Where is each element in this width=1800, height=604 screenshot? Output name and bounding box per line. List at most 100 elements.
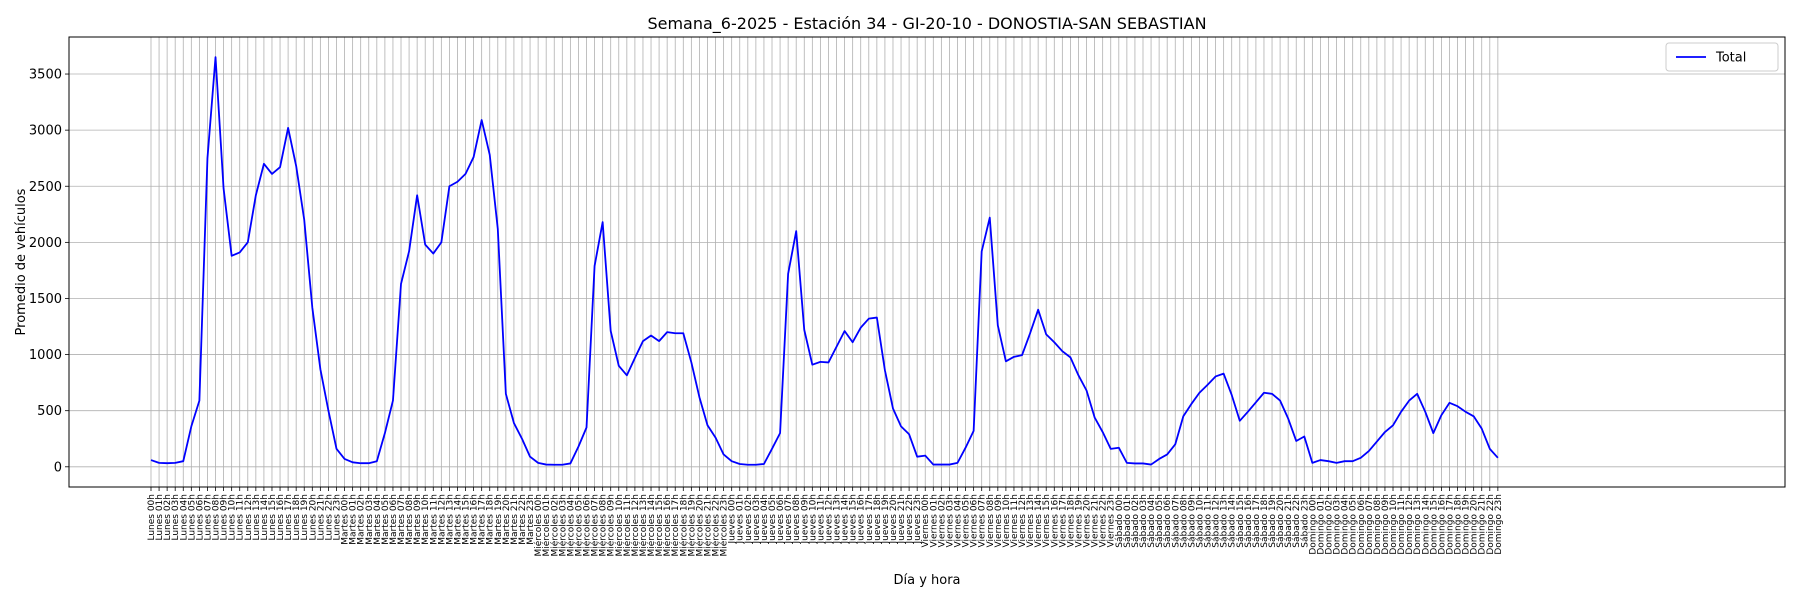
x-tick-label: Jueves 23h <box>913 494 923 544</box>
x-tick-label: Sábado 23h <box>1300 494 1310 548</box>
x-tick-label: Jueves 17h <box>865 494 875 544</box>
x-tick-label: Lunes 02h <box>163 494 173 541</box>
x-tick-label: Jueves 13h <box>833 494 843 544</box>
x-tick-label: Jueves 20h <box>889 494 899 544</box>
x-tick-label: Viernes 00h <box>921 494 931 548</box>
x-tick-label: Martes 08h <box>405 494 415 545</box>
x-tick-label: Domingo 17h <box>1445 494 1455 555</box>
x-tick-label: Miércoles 00h <box>533 494 544 557</box>
x-tick-label: Miércoles 12h <box>630 494 641 557</box>
x-tick-label: Sábado 21h <box>1284 494 1294 548</box>
x-tick-label: Domingo 11h <box>1397 494 1407 555</box>
x-tick-label: Miércoles 19h <box>686 494 697 557</box>
x-tick-label: Martes 11h <box>429 494 439 545</box>
x-tick-label: Sábado 13h <box>1220 494 1230 548</box>
x-tick-label: Domingo 02h <box>1324 494 1334 555</box>
x-tick-label: Sábado 11h <box>1204 494 1214 548</box>
x-tick-label: Lunes 19h <box>300 494 310 541</box>
x-tick-label: Sábado 10h <box>1195 494 1205 548</box>
x-tick-label: Domingo 19h <box>1462 494 1472 555</box>
x-tick-label: Sábado 04h <box>1147 494 1157 548</box>
x-tick-label: Lunes 10h <box>228 494 238 541</box>
x-tick-label: Jueves 03h <box>752 494 762 544</box>
x-tick-label: Lunes 18h <box>292 494 302 541</box>
x-tick-label: Viernes 20h <box>1083 494 1093 548</box>
x-tick-label: Miércoles 21h <box>702 494 713 557</box>
x-tick-label: Sábado 22h <box>1292 494 1302 548</box>
x-tick-label: Lunes 00h <box>147 494 157 541</box>
y-tick-label: 3500 <box>29 68 62 83</box>
x-tick-label: Sábado 19h <box>1268 494 1278 548</box>
x-tick-label: Viernes 18h <box>1066 494 1076 548</box>
x-tick-label: Lunes 14h <box>260 494 270 541</box>
x-tick-label: Lunes 06h <box>195 494 205 541</box>
x-tick-label: Viernes 10h <box>1002 494 1012 548</box>
x-tick-label: Jueves 06h <box>776 494 786 544</box>
x-tick-label: Viernes 23h <box>1107 494 1117 548</box>
x-tick-label: Lunes 16h <box>276 494 286 541</box>
x-tick-label: Jueves 22h <box>905 494 915 544</box>
x-tick-label: Jueves 14h <box>841 494 851 544</box>
x-tick-label: Martes 03h <box>365 494 375 545</box>
x-tick-label: Martes 23h <box>526 494 536 545</box>
x-tick-label: Miércoles 03h <box>557 494 568 557</box>
x-tick-label: Lunes 09h <box>220 494 230 541</box>
x-tick-label: Jueves 18h <box>873 494 883 544</box>
x-tick-label: Miércoles 20h <box>694 494 705 557</box>
x-tick-label: Domingo 16h <box>1437 494 1447 555</box>
y-tick-label: 0 <box>54 460 62 475</box>
x-tick-label: Sábado 07h <box>1171 494 1181 548</box>
x-tick-label: Miércoles 08h <box>598 494 609 557</box>
x-tick-label: Domingo 14h <box>1421 494 1431 555</box>
x-tick-label: Jueves 00h <box>728 494 738 544</box>
x-tick-label: Sábado 05h <box>1155 494 1165 548</box>
x-tick-label: Domingo 09h <box>1381 494 1391 555</box>
x-tick-label: Miércoles 11h <box>622 494 633 557</box>
x-tick-label: Lunes 08h <box>212 494 222 541</box>
x-tick-label: Domingo 18h <box>1454 494 1464 555</box>
x-tick-label: Martes 18h <box>486 494 496 545</box>
x-tick-label: Jueves 16h <box>857 494 867 544</box>
x-tick-label: Viernes 02h <box>937 494 947 548</box>
y-axis-label: Promedio de vehículos <box>14 188 29 335</box>
x-tick-label: Miércoles 04h <box>565 494 576 557</box>
x-tick-label: Miércoles 02h <box>549 494 560 557</box>
x-tick-label: Domingo 03h <box>1333 494 1343 555</box>
x-tick-label: Jueves 11h <box>816 494 826 544</box>
x-tick-label: Jueves 02h <box>744 494 754 544</box>
x-axis-label: Día y hora <box>893 573 960 588</box>
x-tick-label: Lunes 05h <box>187 494 197 541</box>
y-axis-ticks: 0 500 1000 1500 2000 2500 3000 3500 <box>29 68 69 475</box>
x-tick-label: Jueves 19h <box>881 494 891 544</box>
x-tick-label: Martes 19h <box>494 494 504 545</box>
x-tick-label: Domingo 00h <box>1308 494 1318 555</box>
series-layer <box>150 56 1499 466</box>
x-tick-label: Sábado 06h <box>1163 494 1173 548</box>
x-tick-label: Martes 21h <box>510 494 520 545</box>
x-tick-label: Miércoles 05h <box>573 494 584 557</box>
x-tick-label: Miércoles 16h <box>662 494 673 557</box>
x-tick-label: Lunes 23h <box>332 494 342 541</box>
x-tick-label: Domingo 23h <box>1494 494 1504 555</box>
x-tick-label: Sábado 01h <box>1123 494 1133 548</box>
x-tick-label: Jueves 08h <box>792 494 802 544</box>
x-tick-label: Miércoles 13h <box>638 494 649 557</box>
x-tick-label: Martes 15h <box>462 494 472 545</box>
x-tick-label: Viernes 13h <box>1026 494 1036 548</box>
x-tick-label: Jueves 12h <box>824 494 834 544</box>
x-tick-label: Martes 14h <box>453 494 463 545</box>
y-tick-label: 2500 <box>29 180 62 195</box>
y-gridlines <box>69 73 1785 468</box>
x-tick-label: Viernes 16h <box>1050 494 1060 548</box>
x-tick-label: Martes 10h <box>421 494 431 545</box>
x-tick-label: Domingo 15h <box>1429 494 1439 555</box>
x-tick-label: Jueves 09h <box>800 494 810 544</box>
x-tick-label: Domingo 13h <box>1413 494 1423 555</box>
x-tick-label: Lunes 07h <box>203 494 213 541</box>
x-tick-label: Lunes 11h <box>236 494 246 541</box>
x-tick-label: Domingo 21h <box>1478 494 1488 555</box>
x-tick-label: Lunes 15h <box>268 494 278 541</box>
x-tick-label: Viernes 03h <box>945 494 955 548</box>
